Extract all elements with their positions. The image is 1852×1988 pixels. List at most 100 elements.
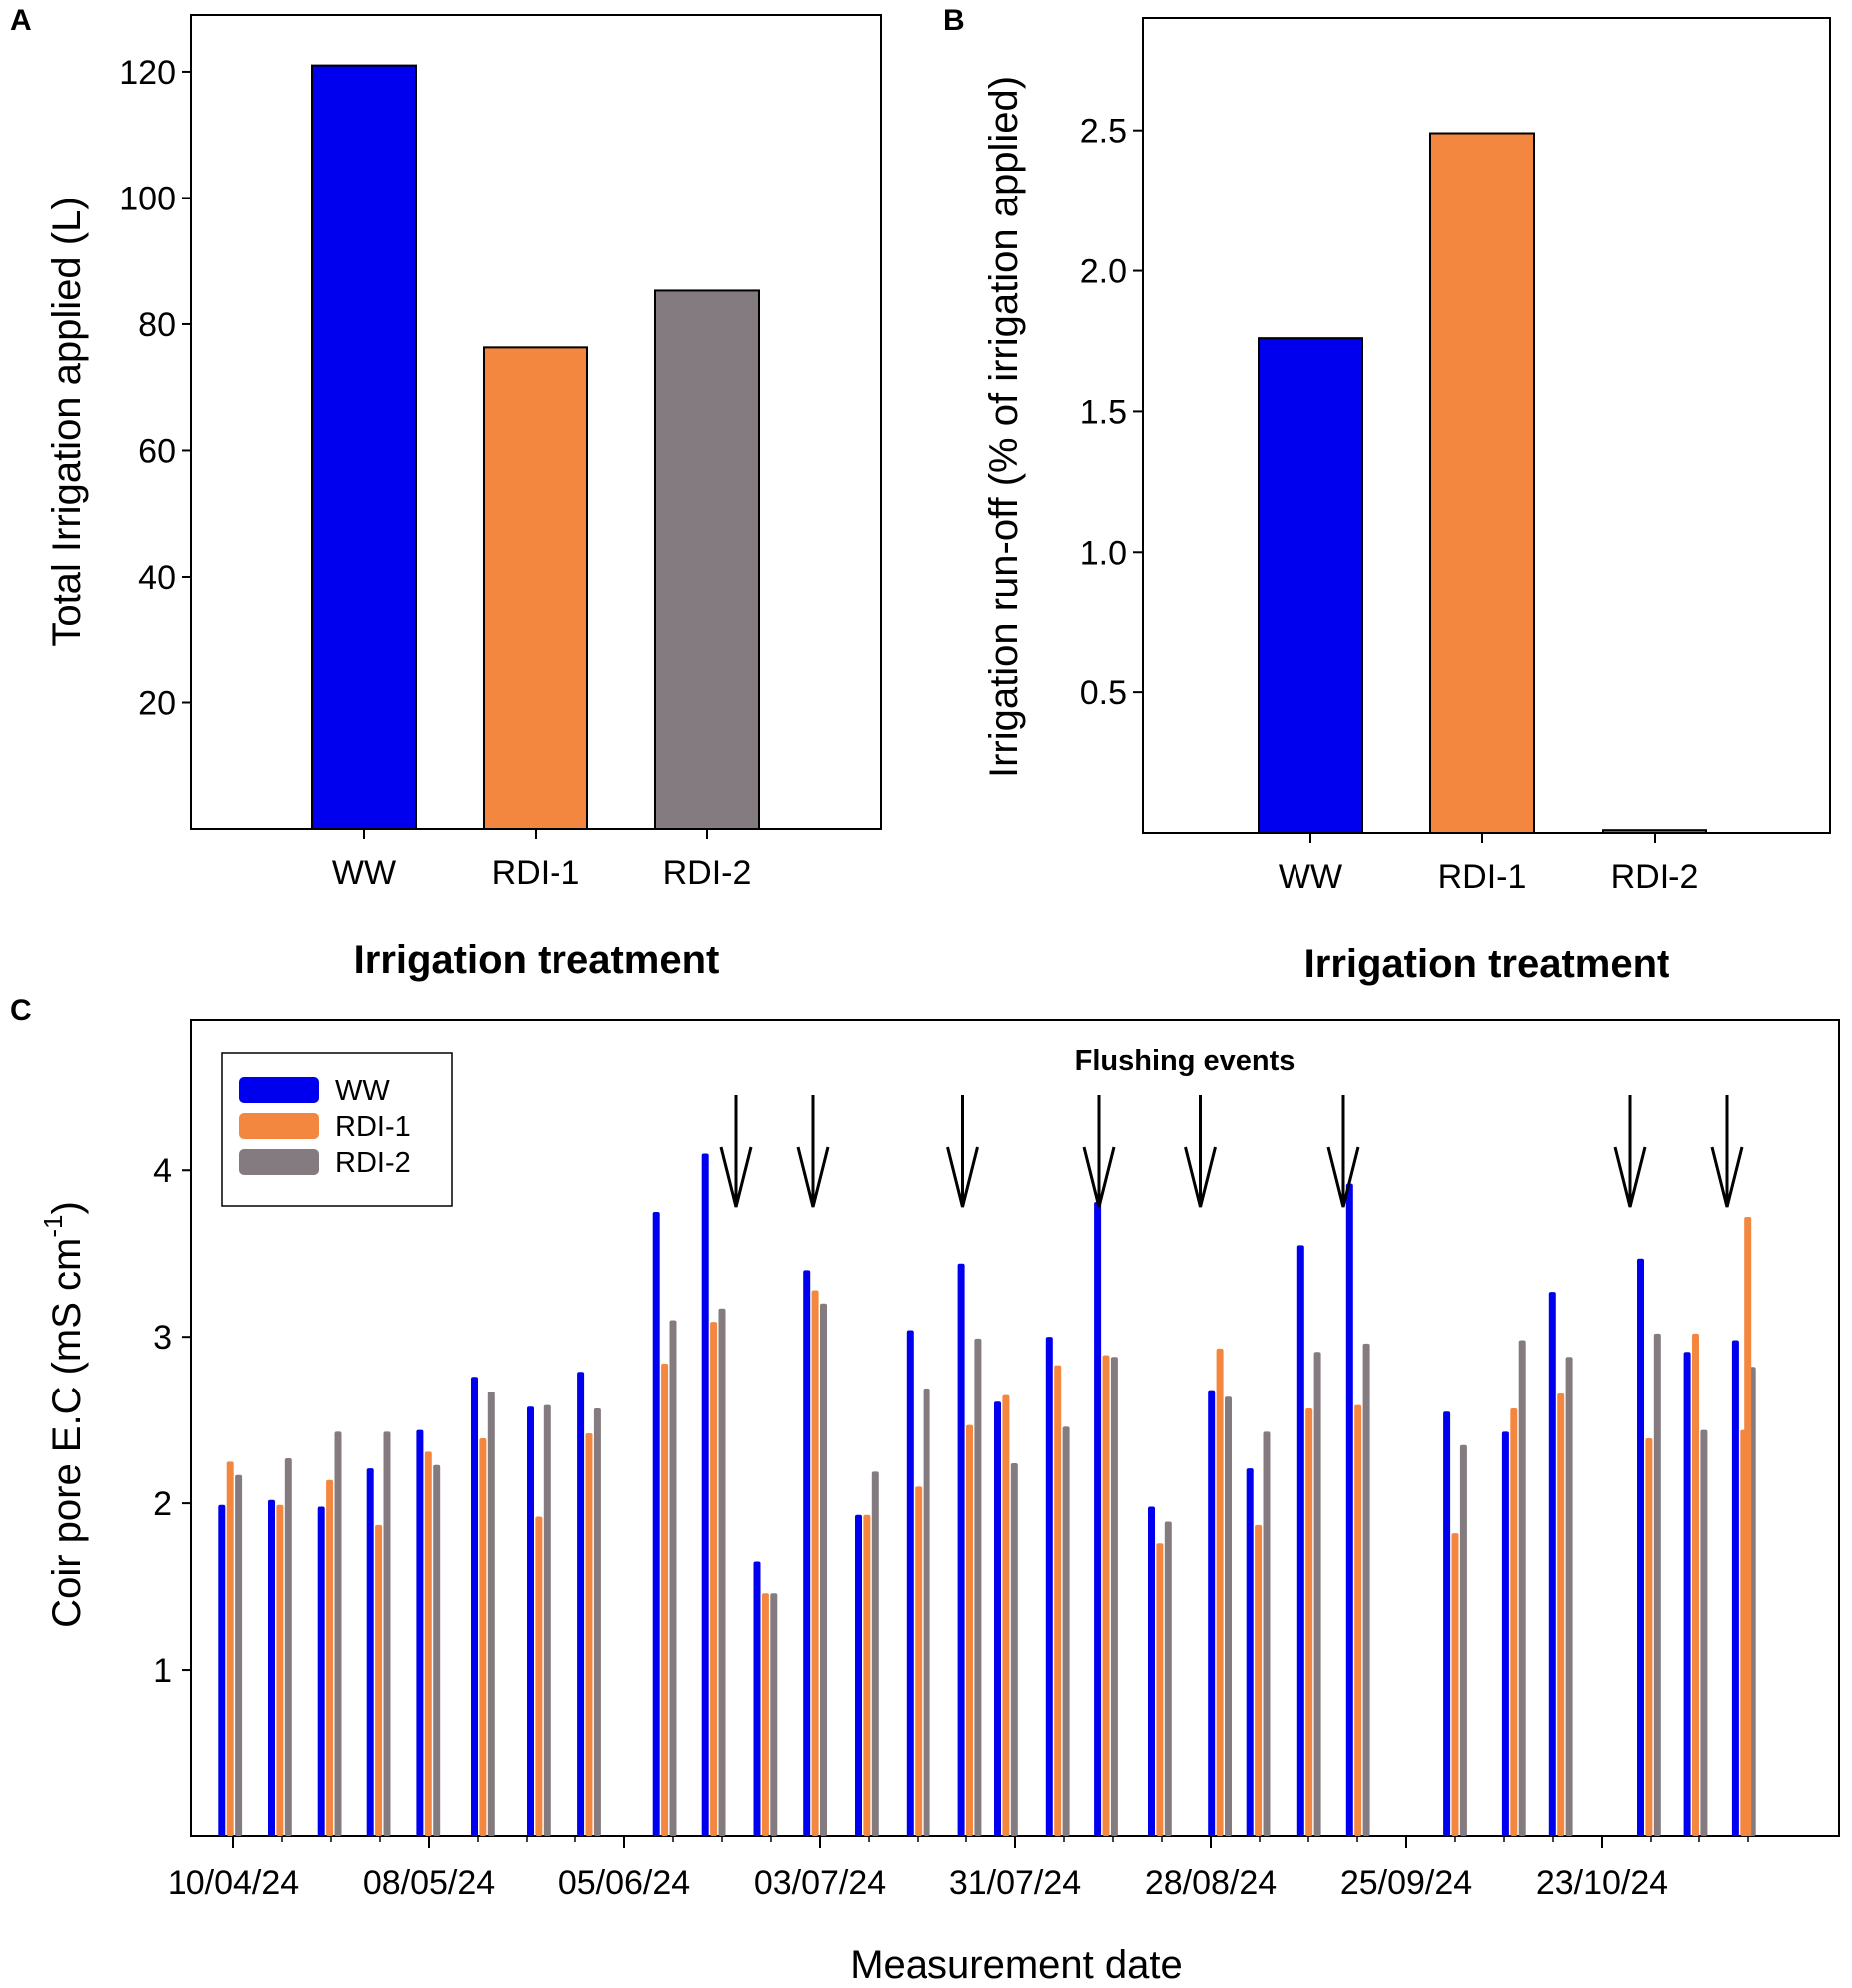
panel-b-letter: B xyxy=(943,4,965,37)
bar-ww-28 xyxy=(1731,1340,1739,1836)
panel-c-y-label-end: ) xyxy=(45,1201,89,1214)
bar-rdi-1-27 xyxy=(1692,1333,1699,1836)
a-bar-rdi-2 xyxy=(654,289,760,830)
b-y-tick-label: 0.5 xyxy=(1080,674,1127,712)
bar-rdi-1-10 xyxy=(761,1593,769,1836)
bar-rdi-1-5 xyxy=(479,1438,487,1836)
bar-rdi-2-14 xyxy=(974,1338,982,1836)
c-x-tick-label: 28/08/24 xyxy=(1145,1864,1277,1902)
bar-rdi-2-7 xyxy=(593,1407,601,1836)
legend-swatch-rdi1 xyxy=(239,1113,319,1139)
legend-label-rdi2: RDI-2 xyxy=(335,1147,411,1179)
a-y-tick-label: 20 xyxy=(138,684,176,722)
bar-rdi-1-14 xyxy=(966,1424,973,1836)
bar-rdi-1-0 xyxy=(226,1461,234,1836)
bar-rdi-1-26 xyxy=(1645,1438,1653,1836)
c-y-tick-label: 1 xyxy=(153,1652,172,1690)
bar-rdi-1-4 xyxy=(424,1451,432,1836)
panel-c-y-label-main: Coir pore E.C (mS cm xyxy=(45,1238,89,1628)
bar-rdi-2-10 xyxy=(770,1593,778,1836)
bar-rdi-2-2 xyxy=(334,1431,342,1836)
bar-rdi-2-5 xyxy=(487,1392,495,1836)
c-y-tick-label: 4 xyxy=(153,1152,172,1190)
bar-rdi-2-12 xyxy=(871,1471,879,1836)
bar-rdi-1-25 xyxy=(1557,1392,1565,1836)
bar-rdi-1-19 xyxy=(1216,1348,1224,1836)
bar-ww-17 xyxy=(1094,1201,1102,1836)
panel-c: C 1 2 3 4 10/04/24 08/05/24 05/06/24 03/07/24 3… xyxy=(10,994,1840,1987)
panel-a-y-label: Total Irrigation applied (L) xyxy=(45,197,89,646)
legend-label-rdi1: RDI-1 xyxy=(335,1111,411,1143)
bar-rdi-1-8 xyxy=(661,1363,669,1836)
bar-rdi-2-20 xyxy=(1263,1431,1271,1836)
flushing-arrow-head-2 xyxy=(946,1146,979,1208)
panel-b-x-axis: WW RDI-1 RDI-2 xyxy=(1279,833,1698,896)
bar-rdi-2-16 xyxy=(1062,1426,1070,1836)
legend-swatch-rdi2 xyxy=(239,1149,319,1175)
bar-rdi-1-22 xyxy=(1354,1404,1362,1836)
flushing-arrow-head-5 xyxy=(1326,1146,1360,1208)
bar-ww-11 xyxy=(803,1270,811,1836)
b-bar-rdi-2 xyxy=(1602,829,1707,834)
bar-rdi-1-12 xyxy=(863,1514,871,1836)
legend-label-ww: WW xyxy=(335,1075,390,1107)
bar-rdi-1-21 xyxy=(1305,1407,1313,1836)
bar-rdi-2-3 xyxy=(383,1431,391,1836)
c-x-tick-label: 05/06/24 xyxy=(558,1864,690,1902)
bar-ww-12 xyxy=(855,1514,862,1836)
bar-rdi-2-9 xyxy=(718,1308,726,1836)
bar-rdi-1-20 xyxy=(1255,1524,1263,1836)
b-y-tick-label: 2.0 xyxy=(1080,253,1127,291)
b-x-tick-label: WW xyxy=(1279,858,1342,896)
b-y-tick-label: 1.0 xyxy=(1080,534,1127,572)
bar-ww-2 xyxy=(317,1506,325,1836)
bar-ww-16 xyxy=(1045,1337,1053,1836)
panel-c-legend: WW RDI-1 RDI-2 xyxy=(221,1052,453,1207)
bar-ww-8 xyxy=(652,1211,660,1836)
panel-c-flushing-arrows xyxy=(719,1095,1744,1208)
bar-ww-24 xyxy=(1501,1431,1509,1836)
bar-ww-7 xyxy=(577,1372,585,1836)
bar-rdi-1-24 xyxy=(1510,1407,1518,1836)
a-y-tick-label: 100 xyxy=(119,180,176,217)
bar-ww-10 xyxy=(753,1561,761,1836)
panel-b-y-axis: 0.5 1.0 1.5 2.0 2.5 xyxy=(1080,113,1143,712)
bar-rdi-2-13 xyxy=(923,1388,930,1836)
panel-c-x-axis: 10/04/24 08/05/24 05/06/24 03/07/24 31/07/24… xyxy=(168,1836,1749,1902)
a-x-tick-label: WW xyxy=(332,854,396,892)
bar-ww-3 xyxy=(366,1468,374,1836)
bar-ww-6 xyxy=(527,1406,534,1836)
bar-rdi-2-11 xyxy=(820,1303,827,1836)
bar-rdi-2-26 xyxy=(1653,1333,1661,1836)
b-x-tick-label: RDI-2 xyxy=(1611,858,1699,896)
bar-rdi-2-15 xyxy=(1010,1463,1018,1836)
bar-rdi-1-18 xyxy=(1156,1543,1164,1836)
b-bar-ww xyxy=(1258,337,1363,834)
bar-rdi-2-25 xyxy=(1565,1357,1573,1836)
bar-ww-14 xyxy=(957,1263,965,1836)
panel-b-y-label: Irrigation run-off (% of irrigation appl… xyxy=(982,76,1026,778)
bar-ww-26 xyxy=(1637,1258,1644,1836)
a-x-tick-label: RDI-2 xyxy=(663,854,752,892)
bar-ww-20 xyxy=(1246,1468,1254,1836)
panel-a-bars xyxy=(311,64,760,830)
bar-rdi-1-13 xyxy=(915,1486,923,1836)
flushing-events-label: Flushing events xyxy=(1075,1045,1296,1077)
panel-a: A 20 40 60 80 100 120 WW RDI-1 RDI-2 Irrigation… xyxy=(10,4,882,982)
c-y-tick-label: 3 xyxy=(153,1319,172,1357)
a-y-tick-label: 80 xyxy=(138,306,176,344)
a-y-tick-label: 60 xyxy=(138,432,176,470)
bar-rdi-2-17 xyxy=(1110,1357,1118,1836)
c-y-tick-label: 2 xyxy=(153,1485,172,1523)
bar-rdi-2-4 xyxy=(433,1464,441,1836)
bar-rdi-2-1 xyxy=(284,1458,292,1836)
bar-ww-13 xyxy=(906,1330,914,1836)
flushing-arrow-head-6 xyxy=(1613,1146,1647,1208)
bar-rdi-2-24 xyxy=(1518,1340,1526,1836)
flushing-arrow-head-7 xyxy=(1710,1146,1744,1208)
b-bar-rdi-1 xyxy=(1429,132,1535,834)
panel-a-x-axis: WW RDI-1 RDI-2 xyxy=(332,829,751,892)
b-y-tick-label: 2.5 xyxy=(1080,113,1127,151)
bar-ww-22 xyxy=(1345,1183,1353,1836)
